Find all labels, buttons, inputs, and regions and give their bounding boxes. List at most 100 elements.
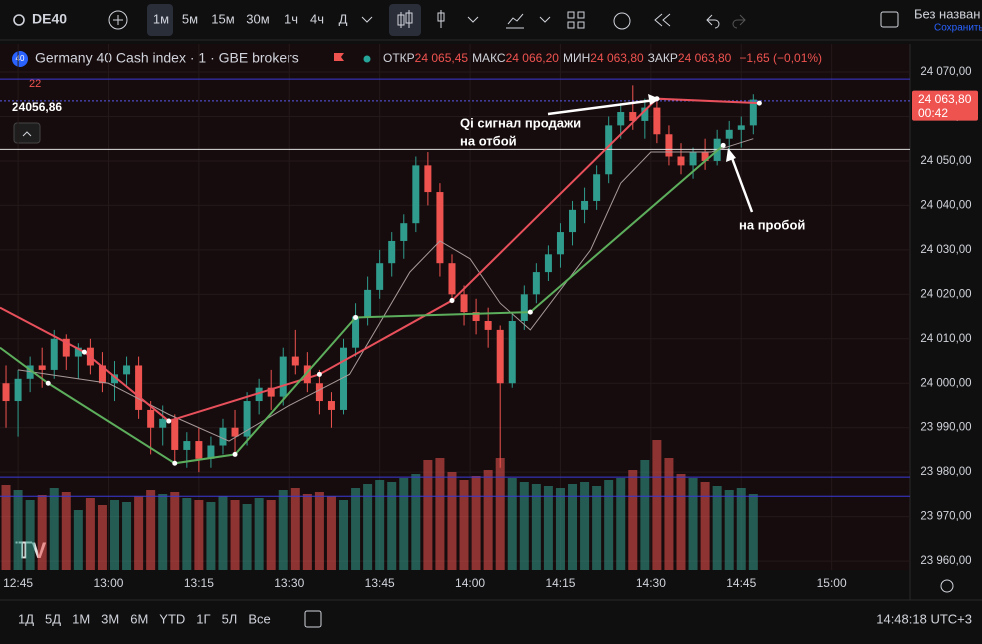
- volume-bar: [736, 488, 746, 570]
- replay-icon[interactable]: [654, 13, 671, 27]
- dropdown[interactable]: [467, 16, 551, 23]
- y-tick-label: 24 020,00: [920, 288, 971, 300]
- candle-body: [641, 107, 649, 121]
- fullscreen-icon[interactable]: [880, 11, 899, 28]
- volume-bar: [495, 458, 505, 570]
- volume-bar: [314, 492, 324, 570]
- range-button[interactable]: 6М: [130, 611, 148, 626]
- range-button[interactable]: 1М: [72, 611, 90, 626]
- legend-value: 24 063,80: [678, 51, 732, 65]
- range-button[interactable]: 3М: [101, 611, 119, 626]
- volume-bar: [25, 500, 35, 570]
- flag-icon[interactable]: [334, 53, 344, 61]
- y-tick-label: 23 960,00: [920, 555, 971, 567]
- add-icon[interactable]: [108, 10, 128, 30]
- volume-bar: [652, 440, 662, 570]
- volume-bar: [580, 482, 590, 570]
- signal-dot: [166, 418, 172, 424]
- volume-bar: [435, 458, 445, 570]
- interval[interactable]: 30м: [246, 11, 269, 26]
- active-interval: [147, 4, 173, 36]
- annotation: Qi сигнал продажи: [460, 115, 581, 130]
- y-tick-label: 23 990,00: [920, 422, 971, 434]
- y-tick-label: 24 040,00: [920, 199, 971, 211]
- signal-dot: [527, 309, 533, 315]
- volume-bar: [447, 472, 457, 570]
- range-button[interactable]: 5Д: [45, 611, 61, 626]
- moving-average: [18, 138, 754, 442]
- interval[interactable]: 1ч: [284, 11, 298, 26]
- x-tick-label: 14:15: [545, 576, 575, 590]
- dropdown[interactable]: [361, 16, 373, 23]
- volume-bar: [326, 496, 336, 570]
- collapse-button[interactable]: [13, 122, 41, 144]
- volume-bar: [302, 494, 312, 570]
- layout-icon[interactable]: [567, 11, 585, 29]
- candle-body: [364, 289, 372, 317]
- signal-dot: [449, 298, 455, 304]
- volume-bar: [339, 500, 349, 570]
- volume-bar: [363, 484, 373, 570]
- interval[interactable]: 4ч: [310, 11, 324, 26]
- candle-body: [38, 365, 46, 370]
- chart-type-active[interactable]: [389, 4, 421, 36]
- candle-body: [255, 387, 263, 402]
- range-button[interactable]: 1Г: [196, 611, 210, 626]
- badge-text: 40: [16, 54, 25, 63]
- volume-bar: [568, 484, 578, 570]
- volume-bar: [194, 500, 204, 570]
- range-button[interactable]: Все: [248, 611, 270, 626]
- volume-bar: [1, 485, 11, 570]
- add-icon: [113, 15, 123, 25]
- interval[interactable]: 15м: [211, 11, 234, 26]
- candle-body: [111, 374, 119, 384]
- symbol[interactable]: DE40: [32, 11, 67, 27]
- candle-body: [653, 107, 661, 135]
- price-label-bg: [912, 90, 978, 121]
- candle-body: [352, 316, 360, 348]
- range-button[interactable]: 1Д: [18, 611, 34, 626]
- layout-name[interactable]: Без назван: [914, 6, 980, 21]
- annotation-arrow: [730, 157, 754, 213]
- settings-icon[interactable]: [940, 579, 954, 593]
- arrowhead: [726, 148, 736, 162]
- clock: 14:48:18 UTC+3: [876, 611, 972, 626]
- volume-bar: [218, 496, 228, 570]
- legend-key: ОТКР: [383, 51, 415, 65]
- indicators-icon[interactable]: [506, 13, 524, 29]
- search-icon[interactable]: [13, 14, 25, 26]
- annotation: на пробой: [739, 217, 805, 232]
- range-button[interactable]: YTD: [159, 611, 185, 626]
- volume-bar: [688, 478, 698, 570]
- candle-body: [50, 338, 58, 370]
- candle-body: [629, 112, 637, 121]
- range-button[interactable]: 5Л: [222, 611, 238, 626]
- undo-icon[interactable]: [706, 14, 720, 29]
- volume-bar: [640, 460, 650, 570]
- goto-date-icon[interactable]: [304, 610, 322, 628]
- candle-body: [448, 263, 456, 295]
- save-label[interactable]: Сохранить: [934, 23, 982, 34]
- candle-body: [14, 378, 22, 402]
- candle-body: [388, 240, 396, 264]
- redo-icon[interactable]: [732, 14, 746, 29]
- left-count: 22: [29, 78, 41, 90]
- candle-body: [472, 312, 480, 322]
- candle-body: [74, 347, 82, 357]
- interval[interactable]: 1м: [153, 11, 169, 26]
- alert-icon[interactable]: [613, 12, 631, 30]
- bars-icon[interactable]: [437, 10, 445, 28]
- y-tick-label: 24 030,00: [920, 244, 971, 256]
- signal-dot: [353, 314, 359, 320]
- interval[interactable]: 5м: [182, 11, 198, 26]
- candle-body: [520, 294, 528, 322]
- badge: [12, 51, 28, 67]
- volume-bar: [543, 486, 553, 570]
- y-tick-label: 24 070,00: [920, 66, 971, 78]
- candle-body: [677, 156, 685, 166]
- candles-icon: [397, 10, 413, 28]
- volume-bar: [158, 494, 168, 570]
- signal-dot: [720, 142, 726, 148]
- interval[interactable]: Д: [339, 11, 348, 26]
